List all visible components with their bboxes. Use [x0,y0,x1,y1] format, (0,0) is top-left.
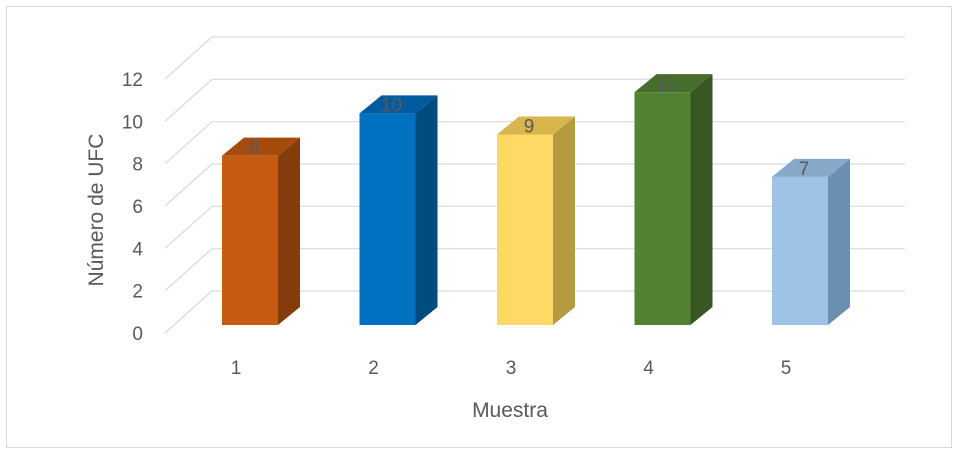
gridline-diagonal [164,36,213,80]
x-tick-labels: 1 2 3 4 5 [231,358,792,379]
bar-top [497,116,575,135]
x-tick-label: 1 [231,358,242,379]
data-label: 9 [524,117,535,138]
bar-4 [634,74,713,326]
bar-front [772,176,828,325]
gridline-diagonal [164,205,213,249]
gridline-diagonal [164,163,213,207]
y-axis-title: Número de UFC [85,134,108,287]
bar-top [359,95,438,114]
x-tick-label: 4 [643,358,654,379]
y-tick-label: 2 [132,282,143,303]
data-label: 11 [657,74,677,95]
bar-front [497,134,553,325]
bar-3 [497,116,575,325]
data-label: 8 [249,138,260,159]
bar-side [553,116,575,325]
data-label: 7 [799,159,810,180]
bar-top [222,137,300,156]
y-tick-label: 0 [132,324,143,345]
y-tick-labels: 0 2 4 6 8 10 12 [122,70,144,345]
bar-side [828,158,850,325]
x-axis-title: Muestra [472,399,548,422]
bar-front [359,113,416,325]
x-tick-label: 2 [368,358,379,379]
bar-top [772,158,850,177]
y-tick-label: 12 [122,70,143,91]
bar-1 [222,137,300,325]
gridline-diagonal [164,290,213,334]
gridline-diagonal [164,121,213,165]
data-label: 10 [381,95,402,116]
bars-layer [222,74,850,326]
bar-side [415,95,438,325]
bar-2 [359,95,438,325]
y-tick-label: 8 [132,155,143,176]
gridline-diagonal [164,78,213,122]
bar-front [634,92,691,326]
bar-5 [772,158,850,325]
gridline-diagonal [164,248,213,292]
bar-front [222,155,278,325]
bar-top [634,74,713,93]
chart-border [6,6,952,448]
bar-side [690,74,713,326]
bar-side [278,137,300,325]
y-tick-label: 10 [122,112,143,133]
data-labels-layer: 8 10 9 11 7 [249,74,810,180]
y-tick-label: 4 [132,239,143,260]
y-tick-label: 6 [132,197,143,218]
x-tick-label: 3 [506,358,517,379]
x-tick-label: 5 [781,358,792,379]
